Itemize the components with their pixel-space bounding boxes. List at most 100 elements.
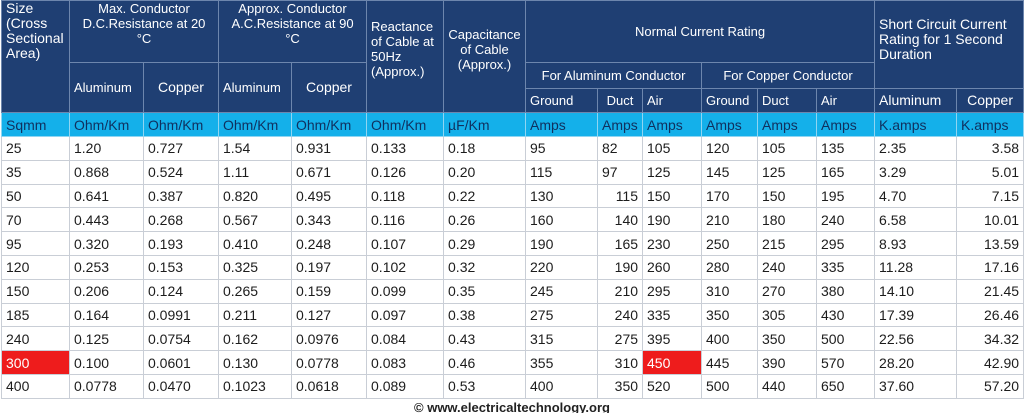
data-cell: 0.32 bbox=[443, 254, 527, 280]
header-cell: Ground bbox=[701, 88, 759, 113]
data-cell: 170 bbox=[701, 183, 759, 209]
data-cell: 0.820 bbox=[218, 183, 292, 209]
data-cell: 150 bbox=[1, 278, 70, 304]
data-cell: 180 bbox=[757, 207, 818, 233]
data-cell: 0.159 bbox=[290, 278, 368, 304]
data-cell: 215 bbox=[757, 231, 818, 256]
data-cell: 210 bbox=[701, 207, 759, 233]
header-cell: Duct bbox=[597, 88, 644, 113]
data-row: 25 1.20 0.727 1.54 0.931 0.133 0.18 95 82 105 120 1… bbox=[1, 136, 1024, 161]
data-cell: 0.211 bbox=[218, 302, 292, 328]
header-cell: For Aluminum Conductor bbox=[525, 62, 703, 89]
data-cell: 13.59 bbox=[956, 231, 1024, 256]
data-cell: 570 bbox=[816, 350, 876, 375]
data-cell: 190 bbox=[642, 207, 703, 233]
data-cell: 260 bbox=[642, 254, 703, 280]
data-cell: 350 bbox=[701, 302, 759, 328]
data-cell: 650 bbox=[816, 373, 876, 399]
data-cell: 25 bbox=[1, 136, 70, 161]
unit-cell: Amps bbox=[757, 112, 818, 137]
header-cell: Aluminum bbox=[69, 62, 144, 113]
header-cell: For Copper Conductor bbox=[701, 62, 876, 89]
data-cell: 0.0601 bbox=[143, 350, 219, 375]
data-cell: 250 bbox=[701, 231, 759, 256]
unit-cell: Ohm/Km bbox=[366, 112, 445, 137]
header-cell: Reactance of Cable at 50Hz (Approx.) bbox=[366, 0, 445, 113]
data-cell: 390 bbox=[757, 350, 818, 375]
data-cell: 0.0754 bbox=[143, 326, 219, 352]
data-cell: 0.868 bbox=[69, 159, 144, 185]
data-cell: 4.70 bbox=[874, 183, 958, 209]
data-cell: 0.099 bbox=[366, 278, 445, 304]
data-cell: 50 bbox=[1, 183, 70, 209]
table-header: Size (Cross Sectional Area) Max. Conduct… bbox=[1, 0, 1024, 113]
header-cell: Copper bbox=[290, 62, 368, 113]
data-cell: 28.20 bbox=[874, 350, 958, 375]
header-cell: Air bbox=[816, 88, 876, 113]
header-cell: Copper bbox=[956, 88, 1024, 113]
data-cell: 335 bbox=[816, 254, 876, 280]
data-cell: 0.130 bbox=[218, 350, 292, 375]
data-cell: 440 bbox=[757, 373, 818, 399]
data-cell: 0.320 bbox=[69, 231, 144, 256]
data-cell: 135 bbox=[816, 136, 876, 161]
data-cell: 95 bbox=[525, 136, 599, 161]
data-row: 150 0.206 0.124 0.265 0.159 0.099 0.35 245 210 29… bbox=[1, 278, 1024, 304]
data-cell: 0.125 bbox=[69, 326, 144, 352]
data-cell: 245 bbox=[525, 278, 599, 304]
data-cell: 0.26 bbox=[443, 207, 527, 233]
data-cell: 0.35 bbox=[443, 278, 527, 304]
data-row: 300 0.100 0.0601 0.130 0.0778 0.083 0.46 355 310… bbox=[1, 350, 1024, 375]
data-cell: 2.35 bbox=[874, 136, 958, 161]
header-cell: Capacitance of Cable (Approx.) bbox=[443, 0, 527, 113]
data-cell: 115 bbox=[597, 183, 644, 209]
data-cell: 3.29 bbox=[874, 159, 958, 185]
unit-cell: Sqmm bbox=[1, 112, 70, 137]
data-cell: 1.11 bbox=[218, 159, 292, 185]
data-cell: 0.089 bbox=[366, 373, 445, 399]
data-cell: 0.162 bbox=[218, 326, 292, 352]
data-cell: 0.727 bbox=[143, 136, 219, 161]
header-cell: Approx. Conductor A.C.Resistance at 90 °… bbox=[217, 0, 368, 63]
data-cell: 0.387 bbox=[143, 183, 219, 209]
data-cell: 520 bbox=[642, 373, 703, 399]
data-cell: 0.495 bbox=[290, 183, 368, 209]
data-cell: 0.164 bbox=[69, 302, 144, 328]
data-cell: 0.118 bbox=[366, 183, 445, 209]
data-cell: 21.45 bbox=[956, 278, 1024, 304]
data-cell: 240 bbox=[1, 326, 70, 352]
data-cell: 0.641 bbox=[69, 183, 144, 209]
data-row: 50 0.641 0.387 0.820 0.495 0.118 0.22 130 115 150… bbox=[1, 183, 1024, 209]
data-cell: 500 bbox=[816, 326, 876, 352]
unit-cell: Amps bbox=[642, 112, 703, 137]
data-cell: 315 bbox=[525, 326, 599, 352]
data-cell: 0.248 bbox=[290, 231, 368, 256]
data-cell: 0.0976 bbox=[290, 326, 368, 352]
header-cell: Copper bbox=[143, 62, 219, 113]
unit-cell: K.amps bbox=[956, 112, 1024, 137]
data-cell: 350 bbox=[597, 373, 644, 399]
data-cell: 430 bbox=[816, 302, 876, 328]
header-cell: Ground bbox=[525, 88, 599, 113]
data-cell: 0.197 bbox=[290, 254, 368, 280]
data-cell: 0.193 bbox=[143, 231, 219, 256]
data-cell: 0.097 bbox=[366, 302, 445, 328]
data-cell: 145 bbox=[701, 159, 759, 185]
data-cell: 125 bbox=[757, 159, 818, 185]
header-cell: Normal Current Rating bbox=[525, 0, 876, 63]
header-cell: Aluminum bbox=[218, 62, 292, 113]
data-row: 400 0.0778 0.0470 0.1023 0.0618 0.089 0.53 400 3… bbox=[1, 373, 1024, 399]
data-cell: 0.127 bbox=[290, 302, 368, 328]
data-cell: 230 bbox=[642, 231, 703, 256]
data-cell: 7.15 bbox=[956, 183, 1024, 209]
data-row: 35 0.868 0.524 1.11 0.671 0.126 0.20 115 97 125 14… bbox=[1, 159, 1024, 185]
footer: © www.electricaltechnology.org bbox=[414, 399, 610, 413]
header-cell: Air bbox=[642, 88, 703, 113]
data-row: 120 0.253 0.153 0.325 0.197 0.102 0.32 220 190 26… bbox=[1, 254, 1024, 280]
data-cell: 280 bbox=[701, 254, 759, 280]
unit-cell: Amps bbox=[525, 112, 599, 137]
units-row: Sqmm Ohm/Km Ohm/Km Ohm/Km Ohm/Km Ohm/Km µF/Km A… bbox=[1, 112, 1024, 137]
data-cell: 450 bbox=[642, 350, 703, 375]
data-cell: 355 bbox=[525, 350, 599, 375]
data-cell: 165 bbox=[816, 159, 876, 185]
